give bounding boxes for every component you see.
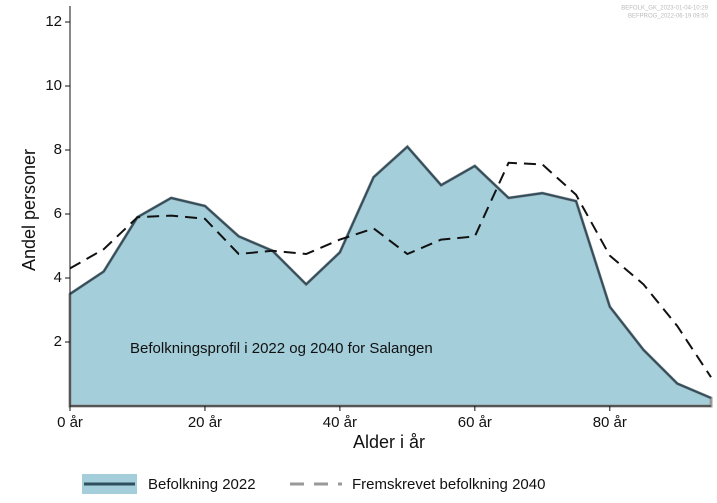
y-tick-label: 12 <box>45 13 62 30</box>
annotation: Befolkningsprofil i 2022 og 2040 for Sal… <box>130 340 433 357</box>
note: BEFPROG_2022-06-19 09:50 <box>628 14 709 20</box>
area <box>68 144 713 408</box>
x-tick-label: 0 år <box>57 414 83 431</box>
y-tick-label: 4 <box>54 269 62 286</box>
x-tick-label: 40 år <box>323 414 357 431</box>
note: BEFOLK_GK_2023-01-04-10:29 <box>621 6 708 12</box>
y-tick-label: 6 <box>54 205 62 222</box>
y-tick-label: 8 <box>54 141 62 158</box>
x-tick-label: 60 år <box>458 414 492 431</box>
line <box>69 161 712 378</box>
legend-label: Befolkning 2022 <box>148 476 256 493</box>
y-tick-label: 10 <box>45 77 62 94</box>
line <box>69 145 712 399</box>
legend-label: Fremskrevet befolkning 2040 <box>352 476 545 493</box>
x-tick-label: 20 år <box>188 414 222 431</box>
y-tick-label: 2 <box>54 333 62 350</box>
x-tick-label: 80 år <box>593 414 627 431</box>
x-axis-label: Alder i år <box>353 432 425 452</box>
y-axis-label: Andel personer <box>19 149 39 271</box>
